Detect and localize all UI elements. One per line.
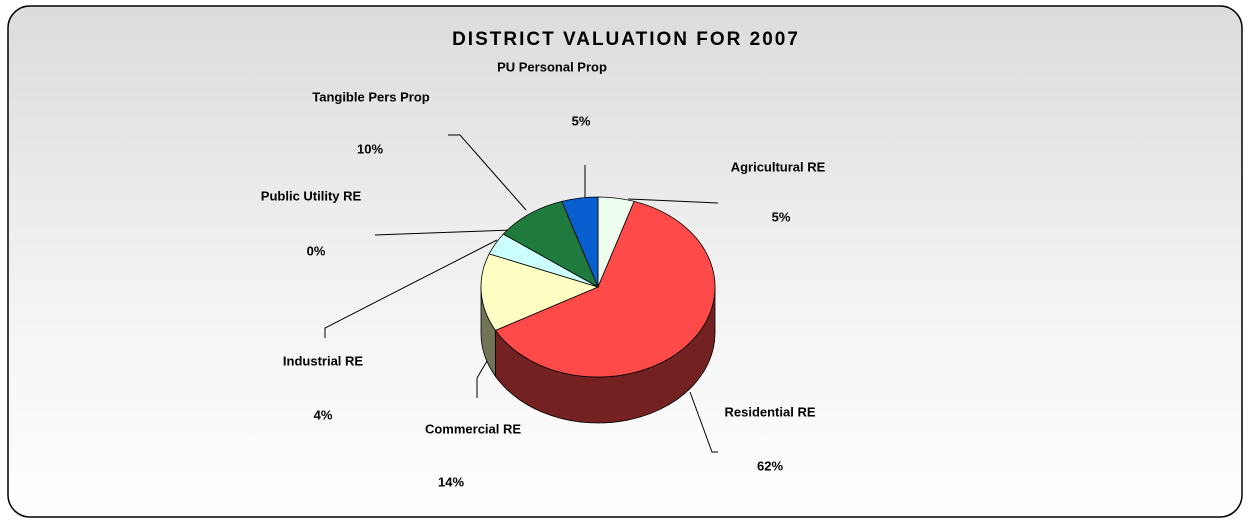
slice-label: PU Personal Prop (497, 59, 607, 74)
slice-label: Commercial RE (425, 421, 521, 436)
chart-title: DISTRICT VALUATION FOR 2007 (452, 29, 800, 50)
pie-slice (480, 253, 600, 331)
leader-line (476, 355, 491, 398)
slice-label: Industrial RE (283, 353, 364, 368)
slice-label: Public Utility RE (261, 188, 362, 203)
slice-label: Agricultural RE (731, 159, 826, 174)
leader-line (374, 229, 513, 236)
leader-line (324, 239, 498, 338)
slice-label: Tangible Pers Prop (312, 89, 430, 104)
slice-value-label: 5% (772, 209, 791, 224)
pie-tops (480, 196, 716, 378)
pie-slice (502, 200, 599, 288)
leader-line (627, 198, 719, 204)
slice-label: Residential RE (724, 404, 815, 419)
pie-slice (494, 200, 716, 378)
leader-lines (324, 134, 719, 453)
slice-value-label: 4% (314, 407, 333, 422)
slice-value-label: 0% (307, 243, 326, 258)
slice-value-label: 14% (438, 474, 464, 489)
slice-value-label: 62% (757, 458, 783, 473)
leader-line (689, 391, 718, 453)
slice-value-label: 5% (572, 113, 591, 128)
leader-line (448, 134, 527, 211)
pie-slice (561, 196, 599, 288)
slice-value-label: 10% (357, 141, 383, 156)
